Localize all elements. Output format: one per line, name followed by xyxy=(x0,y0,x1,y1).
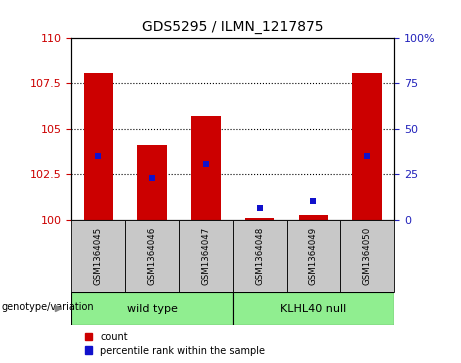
Text: GSM1364049: GSM1364049 xyxy=(309,227,318,285)
Bar xyxy=(287,220,340,292)
Bar xyxy=(233,220,287,292)
Bar xyxy=(179,220,233,292)
Text: KLHL40 null: KLHL40 null xyxy=(280,303,347,314)
Bar xyxy=(340,220,394,292)
Text: wild type: wild type xyxy=(127,303,177,314)
Bar xyxy=(125,220,179,292)
Bar xyxy=(137,145,167,220)
Legend: count, percentile rank within the sample: count, percentile rank within the sample xyxy=(83,330,267,358)
Bar xyxy=(71,292,233,325)
Text: GSM1364045: GSM1364045 xyxy=(94,227,103,285)
Title: GDS5295 / ILMN_1217875: GDS5295 / ILMN_1217875 xyxy=(142,20,324,34)
Bar xyxy=(245,218,274,220)
Text: genotype/variation: genotype/variation xyxy=(1,302,94,312)
Text: GSM1364050: GSM1364050 xyxy=(363,227,372,285)
Bar xyxy=(299,215,328,220)
Bar xyxy=(71,220,125,292)
Bar xyxy=(233,292,394,325)
Text: GSM1364046: GSM1364046 xyxy=(148,227,157,285)
Bar xyxy=(83,73,113,220)
Bar xyxy=(191,116,221,220)
Bar xyxy=(353,73,382,220)
Text: GSM1364048: GSM1364048 xyxy=(255,227,264,285)
Text: GSM1364047: GSM1364047 xyxy=(201,227,210,285)
